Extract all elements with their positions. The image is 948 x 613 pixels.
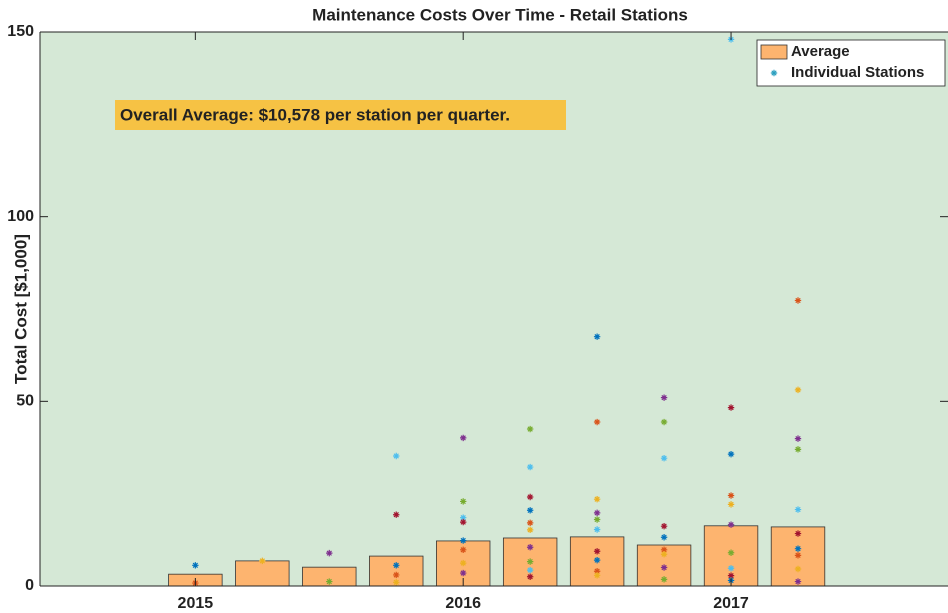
- chart-title: Maintenance Costs Over Time - Retail Sta…: [312, 5, 688, 24]
- scatter-point: [526, 526, 534, 534]
- y-axis-label: Total Cost [$1,000]: [11, 234, 30, 384]
- scatter-point: [459, 546, 467, 554]
- scatter-point: [393, 579, 400, 586]
- scatter-point: [660, 576, 668, 583]
- scatter-point: [593, 496, 601, 503]
- scatter-point: [593, 333, 601, 340]
- scatter-point: [660, 546, 668, 554]
- scatter-point: [459, 434, 467, 442]
- annotation-box: [115, 100, 566, 130]
- scatter-point: [727, 404, 735, 411]
- scatter-point: [593, 556, 601, 564]
- scatter-point: [393, 571, 400, 579]
- scatter-point: [393, 562, 400, 569]
- scatter-point: [593, 568, 601, 575]
- scatter-point: [459, 514, 467, 521]
- scatter-point: [526, 544, 534, 551]
- scatter-point: [794, 506, 802, 513]
- y-tick-label: 100: [7, 208, 34, 225]
- scatter-point: [593, 509, 601, 517]
- scatter-point: [727, 572, 735, 579]
- scatter-point: [727, 492, 735, 499]
- scatter-point: [660, 534, 668, 541]
- scatter-point: [526, 519, 534, 527]
- scatter-point: [593, 516, 601, 523]
- legend: Average Individual Stations: [756, 39, 946, 87]
- scatter-point: [660, 564, 668, 571]
- scatter-point: [459, 498, 467, 505]
- scatter-point: [727, 501, 735, 508]
- y-tick-label: 0: [25, 577, 34, 594]
- legend-box: [756, 39, 946, 87]
- scatter-point: [794, 297, 802, 304]
- scatter-point: [526, 425, 534, 433]
- scatter-point: [393, 452, 400, 460]
- annotation: Overall Average: $10,578 per station per…: [120, 105, 510, 124]
- legend-label: Average: [791, 43, 850, 60]
- scatter-point: [727, 450, 735, 458]
- scatter-point: [794, 386, 802, 394]
- legend-swatch: [760, 44, 788, 60]
- x-tick-label: 2015: [178, 595, 214, 612]
- scatter-point: [794, 578, 802, 585]
- scatter-point: [794, 530, 802, 537]
- scatter-point: [593, 418, 601, 426]
- scatter-point: [727, 521, 735, 528]
- scatter-point: [259, 557, 266, 565]
- scatter-point: [459, 518, 467, 526]
- bar: [235, 560, 290, 587]
- scatter-point: [459, 559, 467, 567]
- scatter-point: [660, 551, 668, 558]
- y-tick-label: 150: [7, 23, 34, 40]
- scatter-point: [660, 394, 668, 401]
- scatter-point: [526, 566, 534, 574]
- scatter-point: [326, 578, 333, 585]
- scatter-point: [794, 552, 802, 559]
- scatter-point: [526, 558, 534, 565]
- scatter-point: [794, 565, 802, 573]
- y-tick-label: 50: [16, 393, 34, 410]
- scatter-point: [526, 573, 534, 580]
- scatter-point: [192, 562, 199, 569]
- x-tick-label: 2016: [445, 595, 481, 612]
- scatter-point: [660, 522, 668, 530]
- scatter-point: [593, 572, 601, 579]
- scatter-point: [794, 446, 802, 453]
- scatter-point: [526, 463, 534, 471]
- scatter-point: [526, 507, 534, 514]
- scatter-point: [660, 455, 668, 462]
- x-tick-label: 2017: [713, 595, 749, 612]
- scatter-point: [593, 548, 601, 555]
- legend-label: Individual Stations: [791, 64, 924, 81]
- legend-swatch: [770, 69, 778, 77]
- scatter-point: [794, 435, 802, 442]
- scatter-point: [660, 418, 668, 426]
- scatter-point: [794, 545, 802, 552]
- scatter-point: [393, 511, 400, 518]
- scatter-point: [326, 549, 333, 557]
- scatter-point: [593, 526, 601, 533]
- scatter-point: [526, 493, 534, 501]
- scatter-point: [727, 565, 735, 572]
- scatter-point: [459, 537, 467, 544]
- scatter-point: [727, 549, 735, 556]
- scatter-point: [459, 569, 467, 577]
